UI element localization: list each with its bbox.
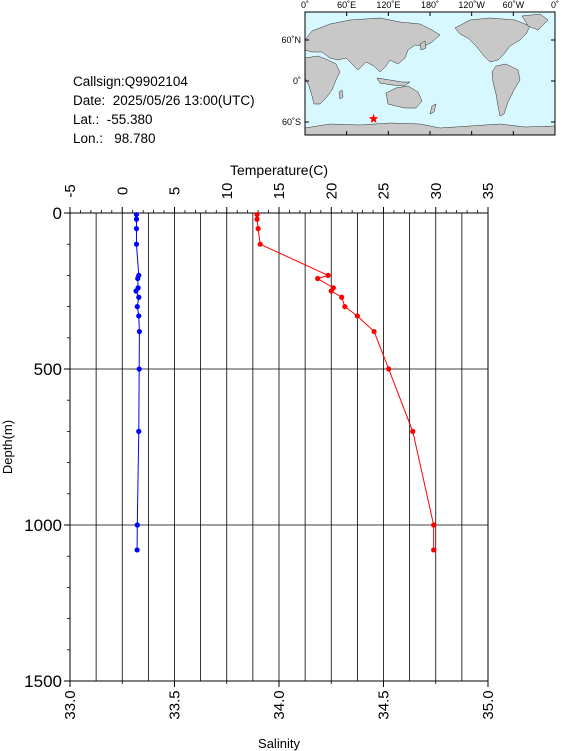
date-label: Date: 2025/05/26 13:00(UTC) — [73, 93, 255, 108]
salinity-point — [136, 313, 142, 319]
temperature-point — [254, 216, 260, 222]
y-axis-label: Depth(m) — [0, 420, 15, 474]
top-tick-label: 10 — [219, 183, 236, 200]
data-series — [133, 211, 437, 553]
salinity-point — [134, 304, 140, 310]
top-tick-label: 5 — [167, 187, 184, 195]
y-tick-label: 1000 — [24, 516, 62, 535]
temperature-point — [371, 328, 377, 335]
salinity-point — [133, 226, 140, 232]
salinity-point — [136, 366, 142, 372]
salinity-point — [134, 547, 140, 553]
callsign-label: Callsign:Q9902104 — [73, 74, 188, 89]
temperature-point — [254, 211, 260, 218]
temperature-point — [328, 288, 334, 294]
salinity-point — [133, 241, 140, 247]
location-map: 0˚ 60˚E 120˚E 180˚ 120˚W 60˚W 0˚ 60˚N 0˚ 60˚S — [281, 0, 559, 136]
lat-label: Lat.: -55.380 — [73, 112, 153, 127]
top-tick-label: 20 — [323, 183, 340, 200]
map-lon-label: 180˚ — [421, 0, 439, 10]
top-tick-label: 15 — [271, 183, 288, 200]
y-tick-label: 500 — [34, 360, 62, 379]
temperature-point — [386, 366, 392, 372]
map-land — [304, 13, 556, 136]
top-tick-label: 30 — [428, 183, 445, 200]
map-lat-label: 0˚ — [293, 76, 301, 86]
temperature-point — [255, 226, 261, 232]
y-tick-label: 0 — [53, 204, 62, 223]
station-info: Callsign:Q9902104 Date: 2025/05/26 13:00… — [73, 72, 255, 148]
station-marker-icon — [368, 113, 379, 123]
map-ticks — [304, 12, 556, 135]
map-labels: 0˚ 60˚E 120˚E 180˚ 120˚W 60˚W 0˚ 60˚N 0˚ 60˚S — [281, 0, 559, 127]
map-lon-label: 120˚W — [458, 0, 485, 10]
salinity-point — [136, 294, 142, 300]
temperature-point — [325, 272, 331, 278]
map-lon-label: 0˚ — [301, 0, 309, 10]
bottom-tick-label: 33.0 — [62, 690, 79, 719]
salinity-line — [135, 214, 140, 550]
bottom-tick-label: 34.5 — [376, 690, 393, 719]
temperature-point — [315, 275, 321, 282]
top-axis-label: Temperature(C) — [230, 162, 328, 178]
temperature-point — [410, 428, 416, 434]
salinity-point — [133, 216, 140, 222]
map-lon-label: 120˚E — [376, 0, 400, 10]
salinity-point — [133, 211, 140, 218]
salinity-point — [136, 328, 142, 335]
map-lat-label: 60˚S — [282, 117, 301, 127]
bottom-tick-label: 34.0 — [271, 690, 288, 719]
temperature-point — [339, 294, 345, 300]
temperature-point — [342, 304, 348, 310]
map-lat-label: 60˚N — [281, 35, 301, 45]
temperature-point — [354, 313, 360, 319]
bottom-axis-label: Salinity — [258, 736, 300, 751]
map-lon-label: 60˚E — [337, 0, 356, 10]
map-lon-label: 60˚W — [503, 0, 525, 10]
top-tick-label: 35 — [480, 183, 497, 200]
top-tick-label: -5 — [62, 184, 79, 197]
map-lon-label: 0˚ — [551, 0, 559, 10]
temperature-point — [431, 547, 437, 553]
top-tick-label: 25 — [376, 183, 393, 200]
bottom-tick-label: 33.5 — [167, 690, 184, 719]
chart-grid — [70, 213, 488, 681]
temperature-point — [257, 241, 263, 247]
salinity-point — [134, 522, 140, 528]
temperature-line — [256, 214, 435, 550]
salinity-point — [133, 288, 139, 294]
temperature-point — [431, 522, 437, 528]
salinity-point — [135, 275, 141, 282]
lon-label: Lon.: 98.780 — [73, 131, 156, 146]
salinity-point — [136, 428, 142, 434]
top-tick-label: 0 — [114, 187, 131, 195]
y-tick-label: 1500 — [24, 672, 62, 691]
bottom-tick-label: 35.0 — [480, 690, 497, 719]
